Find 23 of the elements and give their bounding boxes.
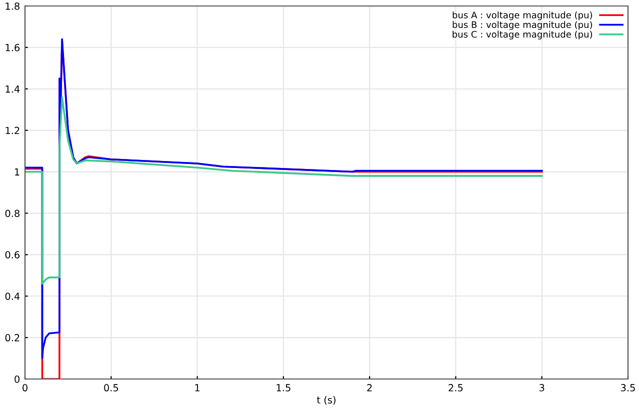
x-tick-label: 1 — [195, 384, 200, 392]
x-tick-label: 2 — [367, 384, 372, 392]
x-tick-label: 3 — [540, 384, 544, 392]
x-tick-label: 0 — [22, 384, 28, 392]
y-tick-label: 0.8 — [5, 210, 20, 218]
y-tick-label: 0 — [14, 375, 20, 383]
x-tick-label: 2.5 — [448, 384, 463, 392]
y-tick-label: 1.6 — [6, 44, 20, 52]
x-tick-label: 0.5 — [104, 384, 118, 392]
y-tick-label: 0.2 — [5, 334, 20, 342]
y-tick-label: 1 — [15, 168, 20, 176]
x-axis-title: t (s) — [316, 396, 336, 405]
x-tick-label: 3.5 — [621, 384, 635, 392]
y-tick-label: 1.4 — [6, 85, 20, 93]
y-tick-label: 0.4 — [5, 292, 20, 300]
x-tick-label: 1.5 — [276, 384, 290, 392]
line-series — [25, 96, 543, 285]
y-tick-label: 1.8 — [6, 2, 20, 10]
y-tick-label: 0.6 — [5, 251, 20, 258]
legend-label: bus C : voltage magnitude (pu) — [452, 30, 592, 40]
legend-label: bus A : voltage magnitude (pu) — [452, 11, 592, 20]
legend-label: bus B : voltage magnitude (pu) — [452, 21, 592, 30]
y-tick-label: 1.2 — [6, 126, 20, 134]
